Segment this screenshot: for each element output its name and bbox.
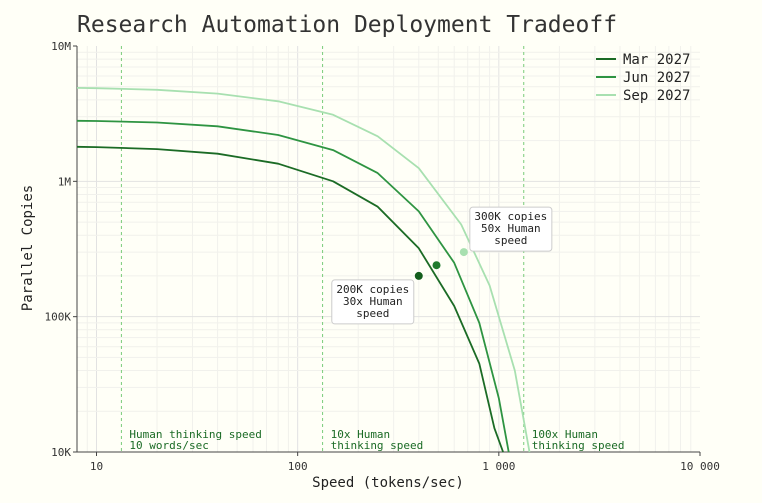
reference-label: thinking speed — [532, 439, 625, 452]
highlight-points — [414, 248, 468, 280]
annotation-text: 300K copies — [474, 210, 547, 223]
reference-label: Human thinking speed — [129, 428, 261, 441]
x-axis-label: Speed (tokens/sec) — [312, 475, 464, 491]
x-tick-label: 1 000 — [482, 460, 515, 473]
x-tick-label: 10 — [90, 460, 103, 473]
annotation-text: 50x Human — [481, 222, 541, 235]
highlight-point — [432, 261, 441, 270]
legend-entry: Mar 2027 — [623, 52, 690, 68]
y-tick-label: 10M — [51, 40, 71, 53]
annotation-box — [331, 279, 415, 325]
chart-title: Research Automation Deployment Tradeoff — [77, 12, 617, 38]
annotation-box — [469, 206, 553, 252]
annotation-text: speed — [494, 234, 527, 247]
grid — [76, 46, 700, 453]
y-axis-label: Parallel Copies — [20, 185, 36, 311]
y-tick-label: 100K — [45, 311, 72, 324]
reference-label: 10 words/sec — [129, 439, 208, 452]
series-lines — [76, 87, 531, 453]
y-tick-label: 1M — [58, 175, 72, 188]
annotation-text: 200K copies — [336, 283, 409, 296]
legend: Mar 2027 Jun 2027 Sep 2027 — [596, 52, 690, 104]
series-line — [76, 145, 504, 453]
reference-label: 100x Human — [532, 428, 598, 441]
legend-entry: Sep 2027 — [623, 88, 690, 104]
legend-entry: Jun 2027 — [623, 70, 690, 86]
highlight-point — [459, 248, 468, 257]
y-tick-label: 10K — [51, 446, 71, 459]
series-line — [76, 119, 510, 453]
annotation-text: 30x Human — [343, 295, 403, 308]
highlight-point — [414, 271, 423, 280]
series-line — [76, 87, 531, 453]
x-tick-label: 100 — [288, 460, 308, 473]
axes: 10 100 1 000 10 000 10K 100K 1M 10M — [45, 40, 720, 473]
x-tick-label: 10 000 — [680, 460, 720, 473]
annotation-text: speed — [356, 307, 389, 320]
reference-label: thinking speed — [331, 439, 424, 452]
reference-label: 10x Human — [331, 428, 391, 441]
